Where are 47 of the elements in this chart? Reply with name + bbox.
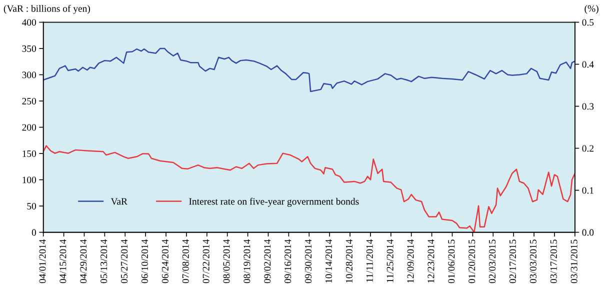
x-tick-label: 08/05/2014 (223, 239, 230, 284)
x-tick-label: 10/28/2014 (346, 239, 352, 283)
x-tick-label: 03/17/2015 (550, 240, 557, 284)
y2-tick-label: 0.0 (582, 229, 594, 236)
y2-tick-label: 0.5 (582, 19, 594, 26)
x-tick-label: 02/17/2015 (509, 240, 516, 284)
x-tick-label: 01/06/2015 (448, 240, 455, 284)
x-tick-label: 11/25/2014 (386, 239, 394, 282)
x-tick-label: 05/27/2014 (120, 239, 128, 284)
x-tick-label: 03/31/2015 (570, 240, 578, 284)
x-tick-label: 02/03/2015 (489, 240, 496, 284)
legend-label: Interest rate on five-year government bonds (189, 198, 359, 207)
x-tick-label: 12/09/2014 (407, 239, 414, 283)
y-tick-label: 100 (22, 176, 36, 184)
y2-tick-label: 0.1 (582, 187, 594, 194)
legend-label: VaR (110, 198, 128, 205)
x-tick-label: 09/30/2014 (305, 239, 312, 284)
y2-tick-label: 0.4 (582, 61, 594, 68)
y2-tick-label: 0.3 (582, 103, 594, 110)
x-tick-label: 08/19/2014 (244, 239, 250, 284)
y-tick-label: 50 (27, 202, 36, 210)
y-tick-label: 400 (22, 19, 36, 26)
y-tick-label: 150 (22, 150, 36, 157)
x-tick-label: 06/24/2014 (162, 239, 168, 284)
y-tick-label: 300 (22, 72, 36, 78)
x-tick-label: 05/13/2014 (100, 239, 108, 284)
x-tick-label: 04/29/2014 (80, 239, 87, 284)
line-series (43, 48, 575, 92)
y-tick-label: 350 (22, 45, 36, 52)
y2-axis-title: (%) (584, 5, 598, 14)
x-tick-label: 06/10/2014 (141, 239, 148, 284)
x-tick-label: 07/08/2014 (182, 239, 189, 284)
x-tick-label: 07/22/2014 (202, 239, 210, 284)
y-tick-label: 0 (32, 229, 36, 236)
y-tick-label: 200 (22, 124, 36, 131)
x-tick-label: 10/14/2014 (325, 239, 332, 283)
x-tick-label: 01/20/2015 (468, 240, 476, 284)
x-tick-label: 03/03/2015 (530, 240, 536, 284)
x-tick-label: 09/02/2014 (264, 239, 271, 284)
y-tick-label: 250 (22, 98, 36, 104)
x-tick-label: 04/15/2014 (60, 239, 66, 284)
x-tick-label: 11/11/2014 (366, 239, 373, 282)
y2-tick-label: 0.2 (582, 145, 594, 152)
x-tick-label: 12/23/2014 (428, 239, 434, 283)
y-axis-title: (VaR : billions of yen) (4, 4, 90, 14)
x-tick-label: 04/01/2014 (39, 239, 46, 284)
x-tick-label: 09/16/2014 (284, 239, 292, 284)
